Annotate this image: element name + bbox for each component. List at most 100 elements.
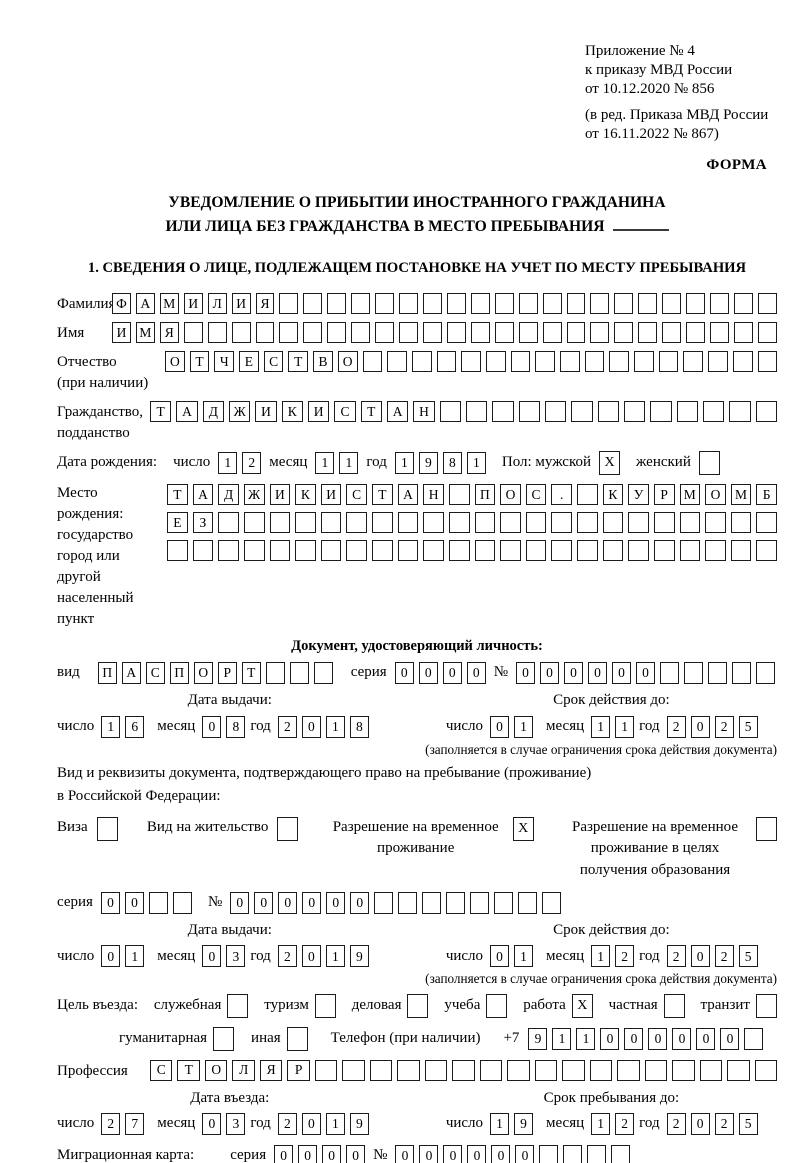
doc-number-cell[interactable]: 0 [612, 662, 631, 685]
citizenship-cell[interactable] [676, 401, 698, 423]
migration-series-cell[interactable]: 0 [298, 1145, 318, 1163]
stay-month-cell[interactable]: 1 [591, 1113, 611, 1136]
issue-day-cell[interactable]: 1 [101, 715, 121, 738]
profession-cell[interactable] [342, 1059, 365, 1081]
birth-place-cell[interactable] [474, 512, 496, 534]
residence-number-cell[interactable]: 0 [326, 891, 346, 914]
firstname-cell[interactable] [446, 322, 466, 344]
issue-year-cell[interactable]: 1 [325, 715, 345, 738]
patronymic-cell[interactable]: Т [189, 351, 210, 373]
birth-place-cell[interactable]: О [705, 484, 726, 506]
residence-valid-month-cell[interactable]: 1 [591, 945, 611, 968]
profession-cell[interactable]: С [150, 1059, 173, 1081]
profession-cell[interactable] [589, 1059, 613, 1081]
firstname-cell[interactable] [590, 322, 610, 344]
birth-place-cell[interactable]: С [525, 484, 547, 506]
firstname-cell[interactable] [518, 322, 538, 344]
valid-day-cell[interactable]: 1 [514, 715, 534, 738]
citizenship-cell[interactable]: Н [413, 401, 435, 423]
birth-place-cell[interactable]: П [474, 484, 496, 506]
valid-month-cell[interactable]: 1 [591, 715, 611, 738]
birth-place-cell[interactable] [423, 540, 444, 562]
citizenship-cell[interactable] [544, 401, 567, 423]
citizenship-cell[interactable] [465, 401, 488, 423]
migration-number-cell[interactable]: 0 [419, 1145, 439, 1163]
migration-number-cell[interactable]: 0 [395, 1145, 415, 1163]
surname-cell[interactable] [303, 293, 323, 315]
patronymic-cell[interactable] [658, 351, 679, 373]
doc-type-cell[interactable]: С [145, 662, 165, 685]
birth-year-cell[interactable]: 1 [394, 452, 414, 475]
valid-year-cell[interactable]: 0 [690, 715, 710, 738]
residence-valid-year-cell[interactable]: 2 [714, 945, 734, 968]
firstname-cell[interactable] [183, 322, 203, 344]
patronymic-cell[interactable] [485, 351, 506, 373]
stay-day-cell[interactable]: 9 [514, 1113, 534, 1136]
surname-cell[interactable] [542, 293, 562, 315]
profession-cell[interactable]: О [204, 1059, 228, 1081]
issue-month-cell[interactable]: 8 [226, 715, 246, 738]
birth-place-cell[interactable] [448, 540, 470, 562]
entry-month-cell[interactable]: 0 [202, 1113, 222, 1136]
other-checkbox[interactable] [286, 1026, 308, 1051]
firstname-cell[interactable]: И [112, 322, 131, 344]
profession-cell[interactable] [644, 1059, 668, 1081]
firstname-cell[interactable] [542, 322, 562, 344]
residence-issue-year-cell[interactable]: 0 [301, 945, 321, 968]
birth-place-cell[interactable] [397, 512, 419, 534]
humanitarian-checkbox[interactable] [213, 1026, 235, 1051]
transit-checkbox[interactable] [755, 993, 777, 1018]
residence-series-cell[interactable] [172, 891, 192, 914]
entry-month-cell[interactable]: 3 [226, 1113, 246, 1136]
surname-cell[interactable] [638, 293, 658, 315]
stay-year-cell[interactable]: 0 [690, 1113, 710, 1136]
firstname-cell[interactable] [351, 322, 371, 344]
birth-place-cell[interactable] [346, 512, 367, 534]
surname-cell[interactable] [351, 293, 371, 315]
citizenship-cell[interactable]: С [334, 401, 356, 423]
profession-cell[interactable] [507, 1059, 530, 1081]
residence-number-cell[interactable] [470, 891, 490, 914]
birth-place-cell[interactable]: Р [653, 484, 675, 506]
birth-place-cell[interactable] [602, 512, 624, 534]
birth-place-cell[interactable] [269, 512, 291, 534]
birth-place-cell[interactable] [372, 512, 393, 534]
doc-type-cell[interactable]: П [169, 662, 189, 685]
firstname-cell[interactable] [566, 322, 586, 344]
issue-year-cell[interactable]: 8 [349, 715, 369, 738]
profession-cell[interactable] [479, 1059, 503, 1081]
patronymic-cell[interactable] [584, 351, 605, 373]
birth-place-cell[interactable] [192, 540, 214, 562]
citizenship-cell[interactable] [597, 401, 619, 423]
doc-type-cell[interactable] [313, 662, 333, 685]
citizenship-cell[interactable] [755, 401, 777, 423]
surname-cell[interactable]: Л [207, 293, 227, 315]
birth-place-cell[interactable] [628, 540, 649, 562]
surname-cell[interactable] [327, 293, 347, 315]
birth-place-cell[interactable] [730, 540, 752, 562]
doc-number-cell[interactable]: 0 [564, 662, 583, 685]
birth-place-cell[interactable] [243, 512, 265, 534]
surname-cell[interactable]: Ф [112, 293, 131, 315]
entry-year-cell[interactable]: 2 [277, 1113, 297, 1136]
doc-series-cell[interactable]: 0 [394, 662, 414, 685]
surname-cell[interactable] [566, 293, 586, 315]
birth-place-cell[interactable] [295, 540, 316, 562]
valid-month-cell[interactable]: 1 [615, 715, 635, 738]
doc-type-cell[interactable] [265, 662, 285, 685]
birth-place-cell[interactable]: И [320, 484, 342, 506]
citizenship-cell[interactable]: Д [202, 401, 224, 423]
birth-day-cell[interactable]: 2 [242, 452, 262, 475]
migration-series-cell[interactable]: 0 [274, 1145, 294, 1163]
valid-year-cell[interactable]: 2 [666, 715, 686, 738]
doc-number-cell[interactable]: 0 [636, 662, 655, 685]
migration-number-cell[interactable] [563, 1145, 583, 1163]
citizenship-cell[interactable]: А [176, 401, 198, 423]
birth-place-cell[interactable] [218, 540, 239, 562]
patronymic-cell[interactable] [757, 351, 778, 373]
patronymic-cell[interactable] [609, 351, 630, 373]
patronymic-cell[interactable] [560, 351, 580, 373]
surname-cell[interactable] [446, 293, 466, 315]
surname-cell[interactable] [375, 293, 395, 315]
birth-place-cell[interactable] [577, 540, 598, 562]
